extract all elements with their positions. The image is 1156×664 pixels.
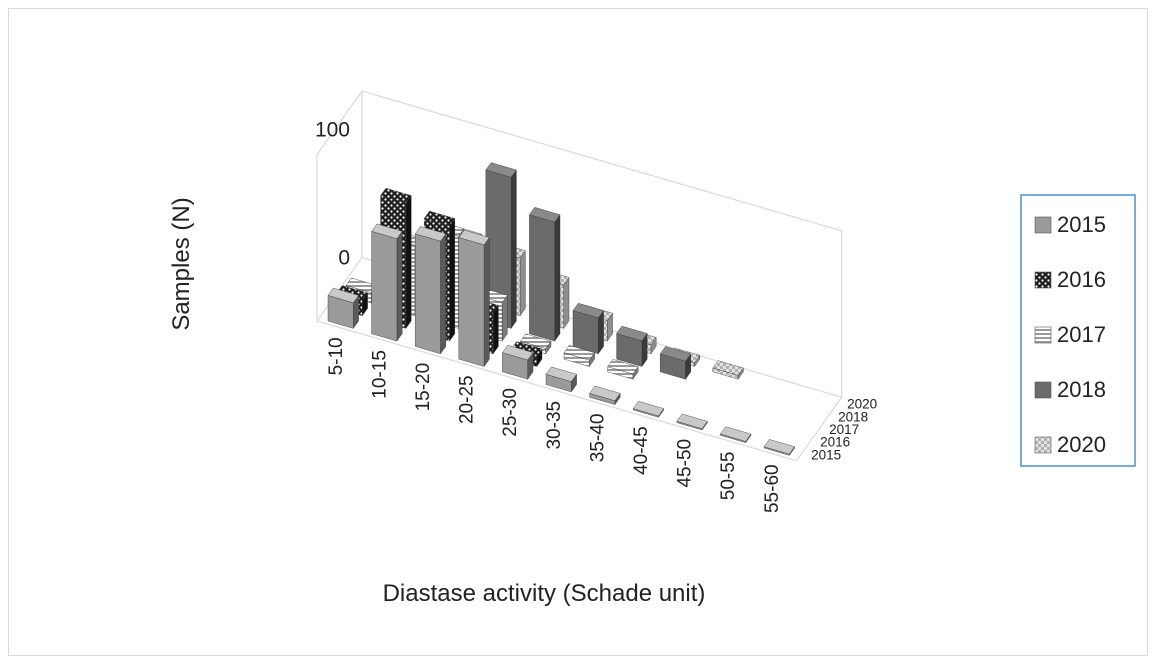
x-tick-labels: 5-10 10-15 15-20 20-25 25-30 30-35 35-40 40-45 4… bbox=[326, 337, 783, 513]
bar-2015-35-40 bbox=[589, 385, 621, 406]
diastase-3d-column-chart: 5-10 10-15 15-20 20-25 25-30 30-35 35-40 40-45 4… bbox=[168, 89, 1136, 607]
bar-2015-55-60 bbox=[763, 439, 795, 457]
x-tick-label: 15-20 bbox=[413, 363, 434, 412]
bar-2015-50-55 bbox=[720, 426, 752, 444]
y-tick-label: 0 bbox=[338, 247, 350, 270]
x-tick-label: 5-10 bbox=[326, 337, 347, 375]
legend-label: 2015 bbox=[1057, 212, 1106, 237]
x-tick-label: 55-60 bbox=[762, 464, 783, 513]
bar-2015-30-35 bbox=[545, 366, 577, 393]
y-axis-title: Samples (N) bbox=[168, 197, 195, 330]
legend-label: 2020 bbox=[1057, 432, 1106, 457]
bar-2018-40-45 bbox=[659, 346, 692, 380]
side-wall bbox=[316, 89, 363, 321]
chart-floor bbox=[316, 89, 843, 462]
legend-swatch-2020 bbox=[1034, 436, 1052, 454]
bar-2018-20-25 bbox=[485, 162, 517, 330]
bar-2018-30-35 bbox=[572, 302, 604, 355]
bar-2017-30-35 bbox=[563, 345, 595, 368]
x-tick-label: 10-15 bbox=[369, 350, 390, 399]
bar-2015-40-45 bbox=[632, 401, 665, 418]
legend-swatch-2016 bbox=[1034, 271, 1052, 289]
depth-tick-label: 2016 bbox=[820, 435, 850, 450]
depth-tick-label: 2017 bbox=[829, 422, 859, 437]
bar-2015-45-50 bbox=[676, 413, 708, 431]
x-tick-label: 40-45 bbox=[631, 426, 652, 475]
back-wall bbox=[361, 90, 843, 398]
bar-2018-35-40 bbox=[616, 325, 648, 368]
legend-frame bbox=[1020, 194, 1136, 467]
bar-2015-5-10 bbox=[327, 287, 359, 330]
bar-2015-15-20 bbox=[414, 226, 447, 355]
depth-tick-label: 2015 bbox=[811, 447, 841, 462]
bar-2018-25-30 bbox=[529, 207, 561, 342]
legend-label: 2017 bbox=[1057, 322, 1106, 347]
x-tick-label: 45-50 bbox=[675, 439, 696, 488]
bar-2015-20-25 bbox=[458, 229, 490, 368]
bar-2015-25-30 bbox=[502, 344, 534, 380]
x-tick-label: 35-40 bbox=[587, 414, 608, 463]
chart-bars bbox=[327, 162, 795, 457]
legend: 2015 2016 2017 2018 2020 bbox=[1020, 194, 1136, 467]
legend-label: 2018 bbox=[1057, 377, 1106, 402]
legend-swatch-2017 bbox=[1034, 326, 1052, 344]
chart-frame: 5-10 10-15 15-20 20-25 25-30 30-35 35-40 40-45 4… bbox=[8, 8, 1148, 656]
legend-label: 2016 bbox=[1057, 267, 1106, 292]
y-tick-label: 100 bbox=[315, 119, 350, 142]
legend-swatch-2015 bbox=[1034, 216, 1052, 234]
bar-2020-45-50 bbox=[712, 360, 744, 380]
y-tick-labels: 0 100 bbox=[315, 119, 350, 270]
x-tick-label: 50-55 bbox=[718, 452, 739, 501]
depth-tick-label: 2020 bbox=[847, 397, 877, 412]
bar-2015-10-15 bbox=[371, 223, 403, 342]
bar-2017-35-40 bbox=[607, 359, 639, 380]
x-tick-label: 20-25 bbox=[457, 375, 478, 424]
x-tick-label: 30-35 bbox=[544, 401, 565, 450]
depth-tick-label: 2018 bbox=[838, 409, 868, 424]
x-tick-label: 25-30 bbox=[500, 388, 521, 437]
legend-swatch-2018 bbox=[1034, 381, 1052, 399]
x-axis-title: Diastase activity (Schade unit) bbox=[383, 580, 706, 607]
